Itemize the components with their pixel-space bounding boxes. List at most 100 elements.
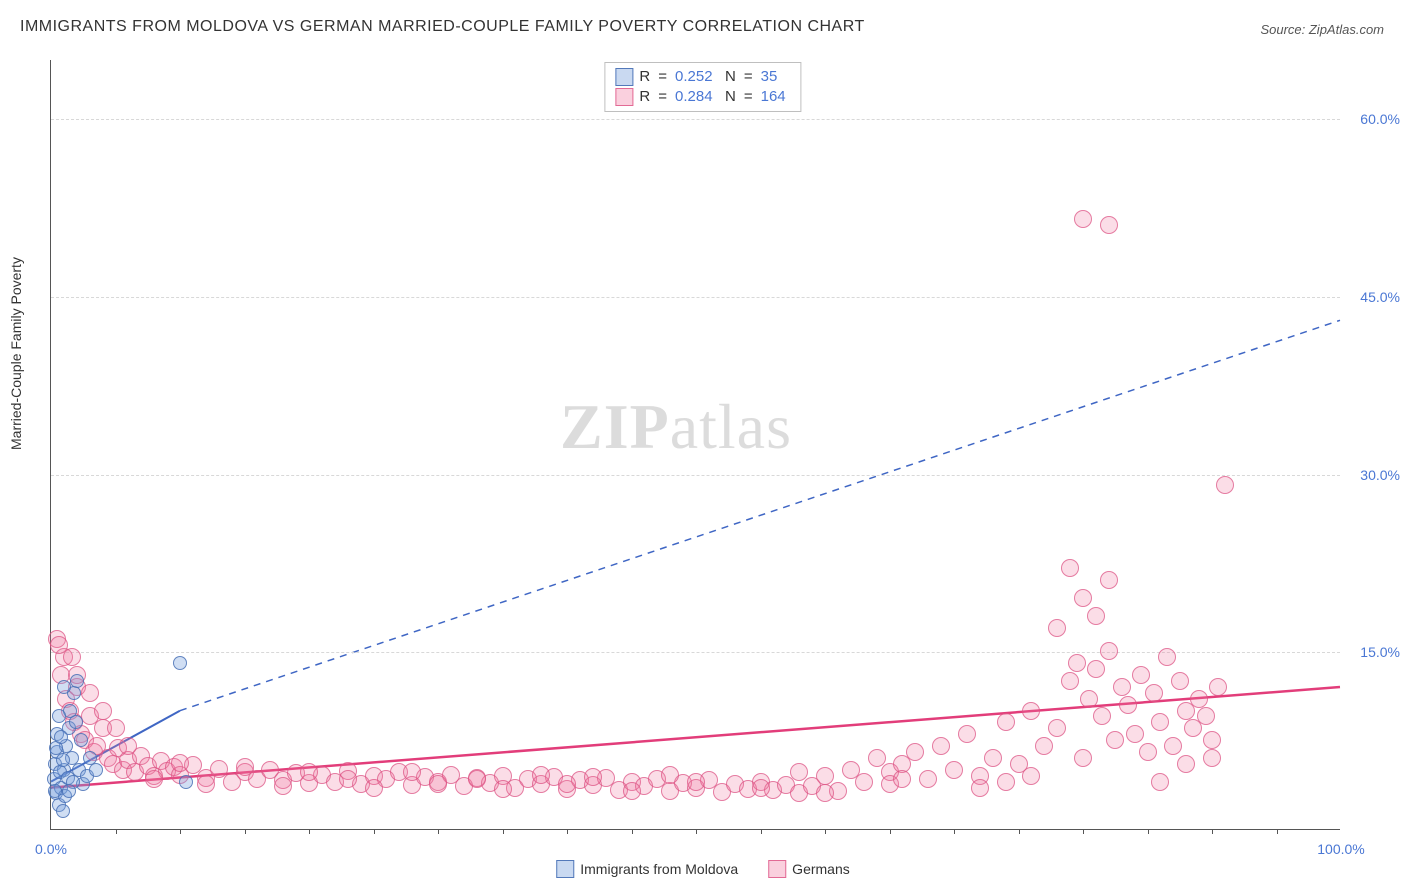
y-tick-label: 60.0% [1345, 111, 1400, 127]
data-point-pink [429, 775, 447, 793]
data-point-pink [1074, 210, 1092, 228]
equals-sign: = [658, 87, 667, 107]
data-point-pink [1074, 589, 1092, 607]
data-point-blue [56, 753, 70, 767]
data-point-pink [893, 770, 911, 788]
data-point-blue [54, 730, 68, 744]
swatch-pink [615, 88, 633, 106]
data-point-pink [932, 737, 950, 755]
legend-r-label: R [639, 67, 650, 87]
data-point-blue [89, 763, 103, 777]
data-point-pink [1132, 666, 1150, 684]
legend-blue-r: 0.252 [675, 67, 719, 87]
swatch-pink [768, 860, 786, 878]
x-tick [374, 829, 375, 834]
data-point-pink [1164, 737, 1182, 755]
x-tick [1277, 829, 1278, 834]
equals-sign: = [744, 67, 753, 87]
data-point-pink [1139, 743, 1157, 761]
x-tick [438, 829, 439, 834]
series-legend: Immigrants from Moldova Germans [556, 860, 850, 878]
data-point-pink [958, 725, 976, 743]
data-point-pink [1061, 672, 1079, 690]
data-point-pink [1106, 731, 1124, 749]
data-point-pink [1093, 707, 1111, 725]
data-point-blue [179, 775, 193, 789]
equals-sign: = [658, 67, 667, 87]
trend-lines-layer [51, 60, 1340, 829]
x-tick [245, 829, 246, 834]
y-gridline [51, 652, 1340, 653]
data-point-pink [1177, 755, 1195, 773]
legend-r-label: R [639, 87, 650, 107]
data-point-blue [62, 784, 76, 798]
x-tick [890, 829, 891, 834]
data-point-pink [94, 702, 112, 720]
y-gridline [51, 119, 1340, 120]
data-point-pink [1074, 749, 1092, 767]
data-point-pink [971, 779, 989, 797]
legend-n-label: N [725, 87, 736, 107]
legend-label-pink: Germans [792, 861, 850, 877]
legend-item-pink: Germans [768, 860, 850, 878]
data-point-pink [997, 773, 1015, 791]
data-point-pink [752, 779, 770, 797]
y-tick-label: 45.0% [1345, 289, 1400, 305]
data-point-pink [1203, 731, 1221, 749]
data-point-pink [584, 768, 602, 786]
data-point-pink [81, 684, 99, 702]
data-point-pink [468, 770, 486, 788]
x-tick-label: 100.0% [1317, 841, 1364, 857]
data-point-blue [69, 715, 83, 729]
x-tick [1212, 829, 1213, 834]
data-point-blue [173, 656, 187, 670]
x-tick [696, 829, 697, 834]
equals-sign: = [744, 87, 753, 107]
data-point-blue [56, 804, 70, 818]
data-point-pink [1048, 619, 1066, 637]
swatch-blue [556, 860, 574, 878]
data-point-pink [997, 713, 1015, 731]
legend-row-pink: R = 0.284 N = 164 [615, 87, 790, 107]
data-point-pink [1035, 737, 1053, 755]
data-point-pink [984, 749, 1002, 767]
data-point-pink [1100, 216, 1118, 234]
data-point-pink [171, 754, 189, 772]
data-point-pink [107, 719, 125, 737]
x-tick-label: 0.0% [35, 841, 67, 857]
data-point-pink [1171, 672, 1189, 690]
data-point-pink [1197, 707, 1215, 725]
data-point-pink [1100, 571, 1118, 589]
data-point-blue [70, 674, 84, 688]
data-point-pink [1080, 690, 1098, 708]
y-axis-label: Married-Couple Family Poverty [8, 257, 24, 450]
data-point-pink [1119, 696, 1137, 714]
data-point-blue [52, 709, 66, 723]
x-tick [1083, 829, 1084, 834]
correlation-legend: R = 0.252 N = 35 R = 0.284 N = 164 [604, 62, 801, 112]
source-attribution: Source: ZipAtlas.com [1260, 22, 1384, 37]
data-point-pink [403, 763, 421, 781]
data-point-pink [1087, 607, 1105, 625]
data-point-pink [1100, 642, 1118, 660]
data-point-pink [1190, 690, 1208, 708]
y-gridline [51, 475, 1340, 476]
swatch-blue [615, 68, 633, 86]
data-point-pink [1022, 702, 1040, 720]
data-point-pink [1216, 476, 1234, 494]
data-point-pink [1145, 684, 1163, 702]
data-point-pink [1068, 654, 1086, 672]
y-tick-label: 15.0% [1345, 644, 1400, 660]
data-point-blue [48, 784, 62, 798]
data-point-pink [687, 773, 705, 791]
legend-row-blue: R = 0.252 N = 35 [615, 67, 790, 87]
data-point-pink [855, 773, 873, 791]
data-point-pink [1113, 678, 1131, 696]
data-point-pink [1061, 559, 1079, 577]
data-point-pink [558, 775, 576, 793]
data-point-pink [274, 777, 292, 795]
y-gridline [51, 297, 1340, 298]
data-point-pink [661, 766, 679, 784]
data-point-pink [1203, 749, 1221, 767]
y-tick-label: 30.0% [1345, 467, 1400, 483]
